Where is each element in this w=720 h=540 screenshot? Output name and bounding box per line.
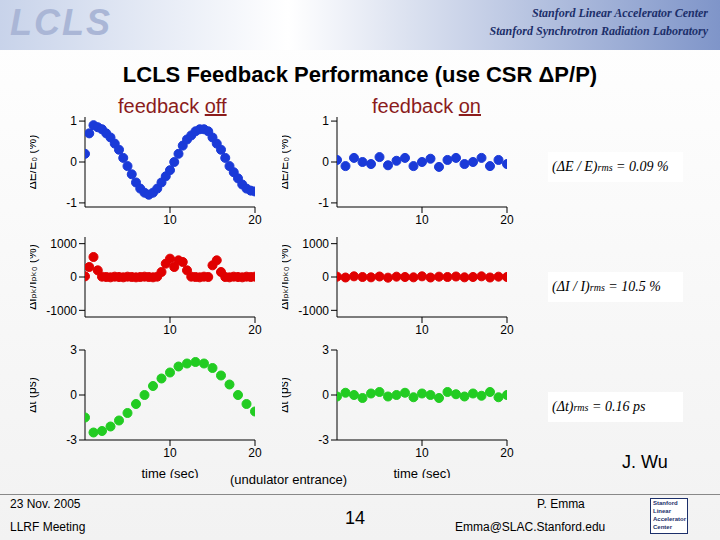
svg-text:ΔE/E₀ (%): ΔE/E₀ (%) — [30, 135, 39, 189]
svg-text:Δt (ps): Δt (ps) — [30, 377, 39, 412]
html-text:J. Wu: J. Wu — [622, 452, 668, 472]
svg-text:20: 20 — [248, 323, 262, 337]
html-text:14: 14 — [345, 508, 365, 528]
svg-text:20: 20 — [500, 446, 514, 460]
svg-text:1: 1 — [70, 114, 77, 128]
svg-text:Δt (ps): Δt (ps) — [282, 377, 291, 412]
html-text:Stanford Linear Accelerator Ce: Stanford Linear Accelerator Center — [532, 6, 708, 20]
svg-text:3: 3 — [70, 345, 77, 357]
html-text:Stanford Synchrotron Radiation: Stanford Synchrotron Radiation Laborator… — [489, 24, 708, 38]
html-text:(Δt)rms = 0.16 ps: (Δt)rms = 0.16 ps — [552, 399, 646, 414]
svg-text:0: 0 — [322, 155, 329, 169]
html-text:(ΔE / E)rms = 0.09 %: (ΔE / E)rms = 0.09 % — [552, 159, 669, 174]
svg-text:10: 10 — [163, 446, 177, 460]
svg-text:-3: -3 — [66, 433, 77, 447]
html-text:LLRF Meeting: LLRF Meeting — [10, 520, 86, 534]
svg-text:ΔE/E₀ (%): ΔE/E₀ (%) — [282, 135, 291, 189]
svg-text:-1000: -1000 — [298, 304, 329, 318]
svg-text:20: 20 — [248, 446, 262, 460]
html-text:Stanford: Stanford — [653, 500, 678, 506]
svg-text:20: 20 — [500, 323, 514, 337]
svg-text:1: 1 — [322, 114, 329, 128]
svg-text:ΔIₚₖ/Iₚₖ₀ (%): ΔIₚₖ/Iₚₖ₀ (%) — [30, 244, 39, 310]
svg-text:time (sec): time (sec) — [141, 466, 198, 478]
svg-text:10: 10 — [163, 213, 177, 227]
html-text:Emma@SLAC.Stanford.edu: Emma@SLAC.Stanford.edu — [455, 520, 606, 534]
html-text:(undulator entrance): (undulator entrance) — [230, 472, 348, 487]
svg-text:-1: -1 — [66, 196, 77, 210]
svg-text:time (sec): time (sec) — [393, 466, 450, 478]
svg-text:10: 10 — [163, 323, 177, 337]
html-text:23 Nov. 2005: 23 Nov. 2005 — [10, 497, 81, 511]
html-text:P. Emma: P. Emma — [537, 497, 585, 511]
svg-text:1000: 1000 — [50, 237, 77, 251]
svg-text:20: 20 — [248, 213, 262, 227]
svg-text:0: 0 — [70, 270, 77, 284]
svg-text:0: 0 — [70, 155, 77, 169]
svg-text:ΔIₚₖ/Iₚₖ₀ (%): ΔIₚₖ/Iₚₖ₀ (%) — [282, 244, 291, 310]
svg-text:-1: -1 — [318, 196, 329, 210]
html-text:feedback off: feedback off — [118, 95, 227, 117]
html-text:LCLS: LCLS — [10, 2, 112, 43]
html-text:LCLS Feedback Performance (use: LCLS Feedback Performance (use CSR ΔP/P) — [122, 62, 598, 87]
svg-text:3: 3 — [322, 345, 329, 357]
svg-text:1000: 1000 — [302, 237, 329, 251]
svg-text:10: 10 — [415, 323, 429, 337]
svg-text:0: 0 — [322, 270, 329, 284]
svg-text:0: 0 — [322, 388, 329, 402]
html-text:feedback on: feedback on — [372, 95, 481, 117]
svg-text:-1000: -1000 — [46, 304, 77, 318]
svg-text:10: 10 — [415, 446, 429, 460]
svg-text:20: 20 — [500, 213, 514, 227]
html-text:Accelerator: Accelerator — [653, 516, 686, 522]
svg-text:10: 10 — [415, 213, 429, 227]
svg-text:0: 0 — [70, 388, 77, 402]
svg-text:-3: -3 — [318, 433, 329, 447]
html-text:Linear: Linear — [653, 508, 671, 514]
html-text:(ΔI / I)rms = 10.5 %: (ΔI / I)rms = 10.5 % — [552, 279, 661, 294]
html-text:Center: Center — [653, 524, 672, 530]
